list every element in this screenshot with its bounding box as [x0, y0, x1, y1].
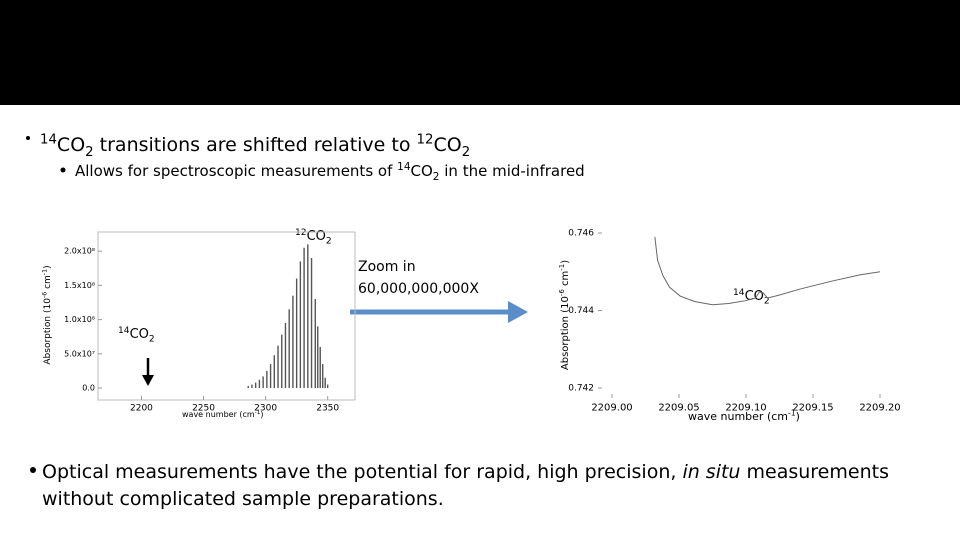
text-segment: Absorption (10: [560, 296, 571, 370]
y-tick-label: 0.746: [568, 229, 594, 239]
text-segment: cm: [560, 271, 571, 289]
rich-text: 12CO2: [295, 228, 332, 246]
x-tick-label: 2350: [316, 404, 339, 414]
text-segment: 2: [601, 52, 616, 80]
bullet-dot: [30, 467, 36, 473]
x-tick-label: 2209.10: [725, 402, 766, 413]
text-segment: 2: [462, 145, 470, 160]
x-tick-label: 2209.05: [658, 402, 699, 413]
y-tick-label: 5.0x10⁷: [64, 349, 95, 358]
text-segment: 12: [417, 132, 434, 147]
x-tick-label: 2300: [254, 404, 277, 414]
text-segment: -1: [788, 409, 796, 418]
text-segment: without complicated sample preparations.: [42, 488, 444, 510]
text-segment: Optical measurements have the potential …: [42, 461, 682, 483]
rich-text: Optical measurements of 14CO2: [80, 29, 616, 79]
text-segment: 2: [764, 296, 770, 306]
text-segment: CO: [745, 289, 764, 304]
y-tick-label: 0.0: [82, 384, 95, 393]
header-band: [0, 0, 960, 105]
bullet-dot: [60, 167, 66, 173]
rich-text: Absorption (10-6 cm-1): [558, 260, 571, 370]
text-segment: CO: [57, 134, 85, 156]
rich-text: 14CO2 transitions are shifted relative t…: [40, 132, 470, 159]
text-segment: CO: [411, 162, 433, 180]
text-segment: 14: [40, 132, 57, 147]
text-segment: transitions are shifted relative to: [94, 134, 417, 156]
text-segment: Absorption (10: [43, 298, 53, 365]
annotation: Zoom in: [358, 259, 416, 275]
rich-text: wave number (cm-1): [688, 409, 800, 423]
text-segment: CO: [307, 229, 326, 244]
y-tick-label: 0.742: [568, 384, 594, 394]
text-segment: 2: [149, 334, 155, 344]
zoom-arrowhead: [508, 301, 528, 323]
text-segment: ): [560, 260, 571, 264]
text-segment: 2: [433, 171, 440, 183]
text-segment: ): [260, 410, 263, 419]
text-segment: 14: [118, 326, 130, 336]
x-tick-label: 2209.00: [591, 402, 632, 413]
text-segment: in situ: [682, 461, 740, 483]
x-tick-label: 2200: [130, 404, 153, 414]
text-segment: ): [43, 265, 53, 269]
annotation: 60,000,000,000X: [358, 281, 479, 297]
x-tick-label: 2209.15: [792, 402, 833, 413]
text-segment: ): [796, 410, 800, 423]
y-tick-label: 2.0x10⁸: [64, 247, 95, 256]
text-segment: -6: [558, 289, 566, 297]
text-segment: -1: [255, 410, 261, 416]
text-segment: CO: [433, 134, 461, 156]
text-segment: -6: [41, 292, 48, 298]
rich-text: Allows for spectroscopic measurements of…: [75, 161, 585, 183]
text-segment: in the mid-infrared: [439, 162, 584, 180]
absorption-curve: [654, 236, 881, 306]
text-segment: 14: [397, 161, 411, 173]
text-segment: CO: [551, 34, 602, 74]
x-tick-label: 2250: [192, 404, 215, 414]
y-tick-label: 0.744: [568, 306, 594, 316]
text-segment: 14: [520, 29, 550, 57]
y-tick-label: 1.0x10⁸: [64, 315, 95, 324]
text-segment: wave number (cm: [182, 410, 255, 419]
text-segment: 2: [326, 236, 332, 246]
text-segment: 12: [295, 228, 307, 238]
rich-text: without complicated sample preparations.: [42, 488, 444, 510]
text-segment: Allows for spectroscopic measurements of: [75, 162, 397, 180]
text-segment: -1: [41, 269, 48, 275]
text-segment: CO: [130, 327, 149, 342]
text-segment: Optical measurements of: [80, 34, 520, 74]
pointer-arrowhead: [142, 375, 154, 386]
rich-text: 14CO2: [118, 326, 155, 344]
rich-text: Optical measurements have the potential …: [42, 461, 889, 483]
text-segment: measurements: [740, 461, 889, 483]
text-segment: 14: [733, 288, 745, 298]
rich-text: 14CO2: [733, 288, 770, 306]
text-segment: cm: [43, 275, 53, 292]
plot-frame: [97, 231, 356, 401]
text-segment: 2: [85, 145, 93, 160]
bullet-dot: [26, 136, 30, 140]
y-tick-label: 1.5x10⁸: [64, 281, 95, 290]
text-segment: -1: [558, 264, 566, 271]
rich-text: wave number (cm-1): [182, 410, 263, 419]
text-segment: wave number (cm: [688, 410, 788, 423]
rich-text: Absorption (10-6 cm-1): [41, 265, 53, 364]
x-tick-label: 2209.20: [859, 402, 900, 413]
